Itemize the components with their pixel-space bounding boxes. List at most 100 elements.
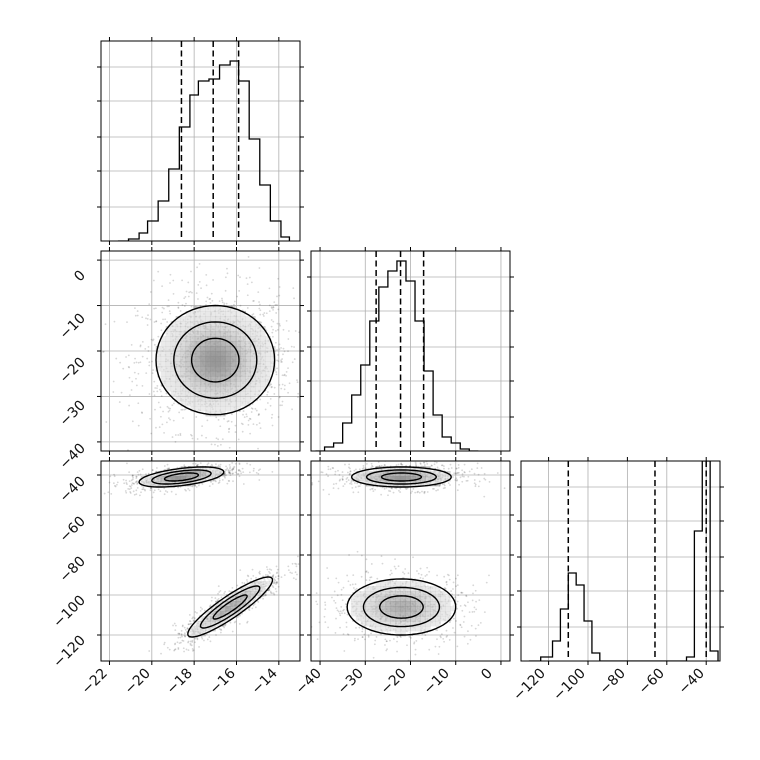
scatter-point <box>224 469 227 471</box>
scatter-point <box>280 576 283 579</box>
scatter-point <box>136 483 139 485</box>
scatter-point <box>252 467 255 470</box>
scatter-point <box>184 628 187 631</box>
scatter-point <box>137 424 140 427</box>
scatter-point <box>270 416 273 419</box>
scatter-point <box>227 479 230 482</box>
scatter-point <box>242 483 245 485</box>
scatter-point <box>237 274 240 277</box>
scatter-point <box>276 571 279 574</box>
scatter-point <box>378 465 381 467</box>
scatter-point <box>87 475 89 477</box>
contour-line <box>138 466 225 488</box>
scatter-point <box>239 276 241 279</box>
scatter-point <box>246 579 248 581</box>
scatter-point <box>187 623 190 626</box>
scatter-point <box>383 463 386 466</box>
scatter-point <box>184 295 187 298</box>
scatter-point <box>353 469 356 472</box>
scatter-point <box>243 582 246 585</box>
scatter-point <box>380 493 383 496</box>
scatter-point <box>177 486 180 489</box>
scatter-point <box>168 648 171 651</box>
scatter-point <box>380 633 382 636</box>
scatter-point <box>191 291 193 294</box>
scatter-point <box>273 580 275 583</box>
histogram-bin <box>334 443 343 451</box>
scatter-point <box>221 299 224 302</box>
scatter-point <box>435 461 438 464</box>
scatter-point <box>225 465 227 468</box>
scatter-point <box>277 575 280 577</box>
scatter-point <box>378 465 381 468</box>
scatter-point <box>247 424 250 426</box>
scatter-point <box>223 304 225 306</box>
scatter-point <box>187 295 190 298</box>
scatter-point <box>456 600 459 603</box>
scatter-point <box>292 577 295 580</box>
scatter-point <box>128 404 131 407</box>
scatter-point <box>302 393 304 395</box>
scatter-point <box>215 437 218 440</box>
scatter-point <box>275 312 278 314</box>
scatter-point <box>259 309 262 312</box>
scatter-point <box>237 472 240 475</box>
scatter-point <box>219 443 222 446</box>
scatter-point <box>150 338 153 341</box>
scatter-point <box>455 467 458 470</box>
scatter-point <box>274 587 277 590</box>
scatter-point <box>216 599 219 602</box>
scatter-point <box>229 469 232 472</box>
scatter-point <box>199 452 201 454</box>
scatter-point <box>473 479 476 481</box>
scatter-point <box>275 371 278 373</box>
scatter-point <box>474 485 477 488</box>
scatter-point <box>151 496 154 499</box>
scatter-point <box>218 477 221 479</box>
scatter-point <box>131 475 134 478</box>
scatter-point <box>181 304 184 306</box>
scatter-point <box>474 627 477 630</box>
scatter-point <box>125 479 128 482</box>
scatter-point <box>164 490 167 492</box>
scatter-point <box>136 314 139 317</box>
scatter-point <box>206 296 209 299</box>
scatter-point <box>257 601 260 603</box>
scatter-point <box>268 310 271 313</box>
scatter-point <box>476 462 479 465</box>
scatter-point <box>468 611 471 614</box>
scatter-point <box>167 410 170 413</box>
scatter-point <box>141 468 144 471</box>
scatter-point <box>123 482 126 485</box>
scatter-point <box>192 619 195 622</box>
scatter-point <box>282 353 284 356</box>
scatter-point <box>192 462 195 465</box>
scatter-point <box>405 488 408 490</box>
scatter-point <box>349 473 351 476</box>
scatter-point <box>172 624 174 627</box>
scatter-point <box>209 297 212 300</box>
scatter-point <box>228 471 231 474</box>
scatter-point <box>217 585 220 588</box>
scatter-point <box>341 471 344 473</box>
scatter-point <box>199 609 202 612</box>
scatter-point <box>116 481 119 484</box>
scatter-point <box>443 484 446 487</box>
scatter-point <box>247 419 250 422</box>
scatter-point <box>455 479 458 482</box>
scatter-point <box>271 424 274 427</box>
scatter-point <box>130 389 133 391</box>
scatter-point <box>223 475 226 478</box>
scatter-point <box>422 461 425 464</box>
scatter-point <box>418 491 421 494</box>
scatter-point <box>293 358 296 360</box>
scatter-point <box>224 623 227 626</box>
scatter-point <box>377 461 380 463</box>
scatter-point <box>305 345 307 347</box>
scatter-point <box>185 489 187 492</box>
scatter-point <box>360 575 363 578</box>
scatter-point <box>294 562 297 565</box>
scatter-point <box>127 487 130 490</box>
scatter-point <box>146 357 149 360</box>
scatter-point <box>128 394 131 397</box>
